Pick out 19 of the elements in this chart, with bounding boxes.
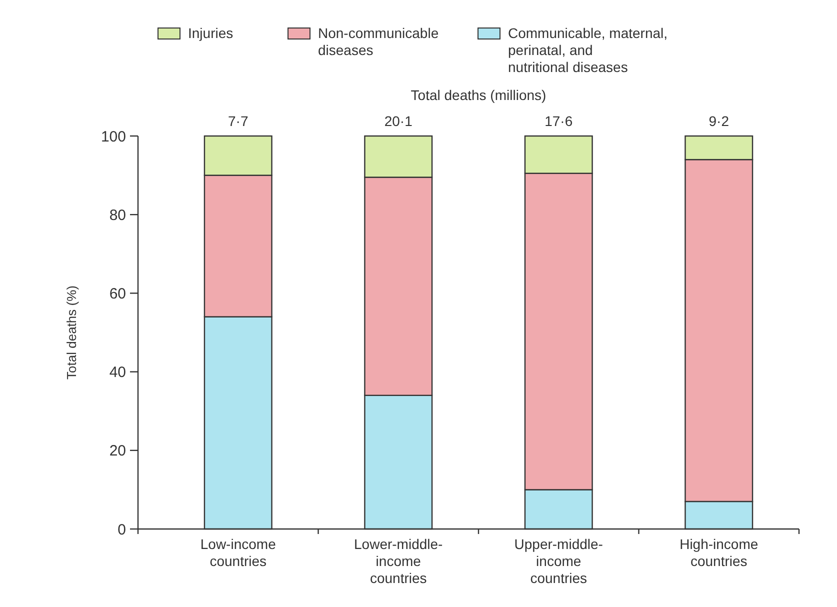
x-tick-label: High-income countries <box>680 536 758 569</box>
y-axis-title: Total deaths (%) <box>64 286 79 380</box>
y-tick-label: 100 <box>100 128 126 146</box>
legend-label: Communicable, maternal, perinatal, and nutritional diseases <box>508 25 668 75</box>
x-tick-label: Low-income countries <box>200 536 276 569</box>
total-label: 20·1 <box>384 113 413 129</box>
y-tick-label: 0 <box>118 521 126 538</box>
y-tick-label: 20 <box>109 442 126 460</box>
legend-label: Non-communicable diseases <box>318 25 439 58</box>
total-label: 9·2 <box>708 113 730 129</box>
y-tick-label: 80 <box>109 206 126 224</box>
chart-subtitle: Total deaths (millions) <box>410 87 546 103</box>
legend-label: Injuries <box>188 25 234 41</box>
y-tick-label: 40 <box>109 364 126 382</box>
x-tick-label: Lower-middle-income countries <box>354 536 444 586</box>
x-tick-label: Upper-middle-income countries <box>514 536 604 586</box>
total-label: 7·7 <box>228 113 248 129</box>
total-label: 17·6 <box>544 113 573 129</box>
y-tick-label: 60 <box>109 285 126 302</box>
